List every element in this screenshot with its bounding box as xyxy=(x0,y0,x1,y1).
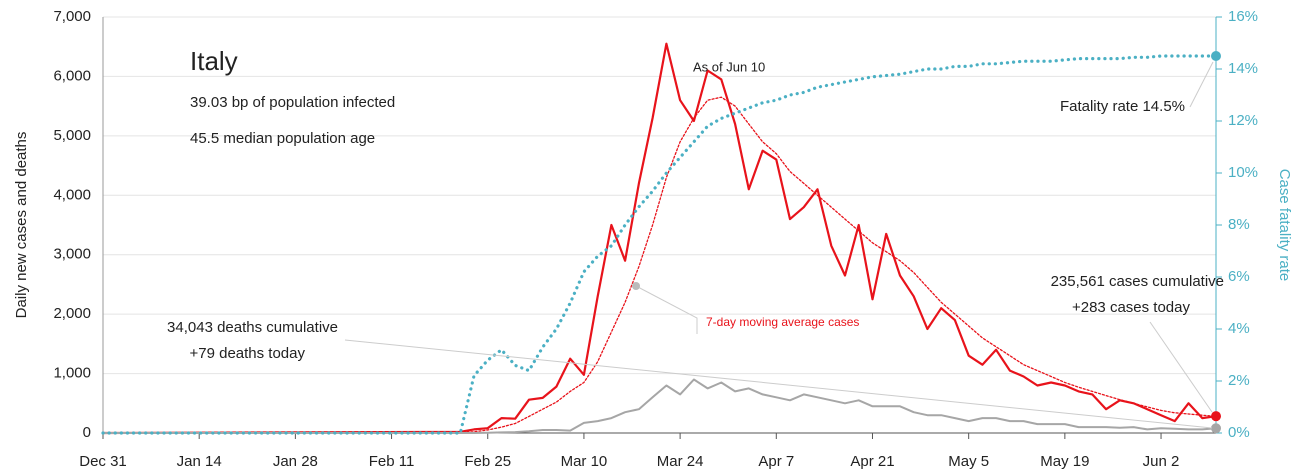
x-tick-label: Jan 14 xyxy=(177,453,222,470)
y-tick-label: 2,000 xyxy=(53,305,91,322)
y-axis-title: Daily new cases and deaths xyxy=(13,132,30,319)
x-tick-label: May 19 xyxy=(1040,453,1089,470)
y-tick-label: 5,000 xyxy=(53,127,91,144)
y-tick-label: 6,000 xyxy=(53,67,91,84)
fatality-note: Fatality rate 14.5% xyxy=(1060,98,1185,115)
x-tick-label: May 5 xyxy=(948,453,989,470)
anchor-dot xyxy=(632,282,640,290)
y2-axis-title: Case fatality rate xyxy=(1276,169,1293,282)
y2-tick-label: 14% xyxy=(1228,60,1258,77)
y2-tick-label: 10% xyxy=(1228,164,1258,181)
series-line xyxy=(102,96,1217,434)
connector xyxy=(344,339,1213,429)
connector xyxy=(1149,321,1213,413)
marks xyxy=(101,42,1221,435)
x-tick-label: Feb 25 xyxy=(464,453,511,470)
deaths-cumulative: 34,043 deaths cumulative xyxy=(167,319,338,336)
y2-tick-label: 6% xyxy=(1228,268,1250,285)
end-dot xyxy=(1211,423,1221,434)
x-tick-label: Mar 10 xyxy=(561,453,608,470)
y-tick-label: 1,000 xyxy=(53,365,91,382)
age-note: 45.5 median population age xyxy=(190,130,375,147)
cases-cumulative: 235,561 cases cumulative xyxy=(1051,273,1224,290)
deaths-today: +79 deaths today xyxy=(189,345,305,362)
x-tick-label: Jun 2 xyxy=(1143,453,1180,470)
x-tick-label: Apr 21 xyxy=(850,453,894,470)
end-dot xyxy=(1211,51,1221,61)
y2-tick-label: 0% xyxy=(1228,424,1250,441)
connector xyxy=(1189,61,1214,108)
series-line xyxy=(102,42,1217,435)
y2-tick-label: 2% xyxy=(1228,372,1250,389)
x-tick-label: Jan 28 xyxy=(273,453,318,470)
y2-tick-label: 16% xyxy=(1228,8,1258,25)
series-line xyxy=(101,54,1218,435)
avg-note: 7-day moving average cases xyxy=(706,315,859,329)
x-tick-label: Dec 31 xyxy=(79,453,127,470)
y-tick-label: 3,000 xyxy=(53,246,91,263)
y-tick-label: 0 xyxy=(83,424,91,441)
y2-tick-label: 8% xyxy=(1228,216,1250,233)
y-tick-label: 7,000 xyxy=(53,8,91,25)
y2-tick-label: 12% xyxy=(1228,112,1258,129)
x-tick-label: Feb 11 xyxy=(369,453,415,470)
cases-today: +283 cases today xyxy=(1072,299,1191,316)
x-tick-label: Mar 24 xyxy=(657,453,704,470)
as-of: As of Jun 10 xyxy=(693,59,765,74)
x-tick-label: Apr 7 xyxy=(758,453,794,470)
y2-tick-label: 4% xyxy=(1228,320,1250,337)
y-tick-label: 4,000 xyxy=(53,186,91,203)
infected-note: 39.03 bp of population infected xyxy=(190,94,395,111)
series-line xyxy=(103,378,1217,434)
country: Italy xyxy=(190,46,238,76)
connector xyxy=(635,285,698,334)
